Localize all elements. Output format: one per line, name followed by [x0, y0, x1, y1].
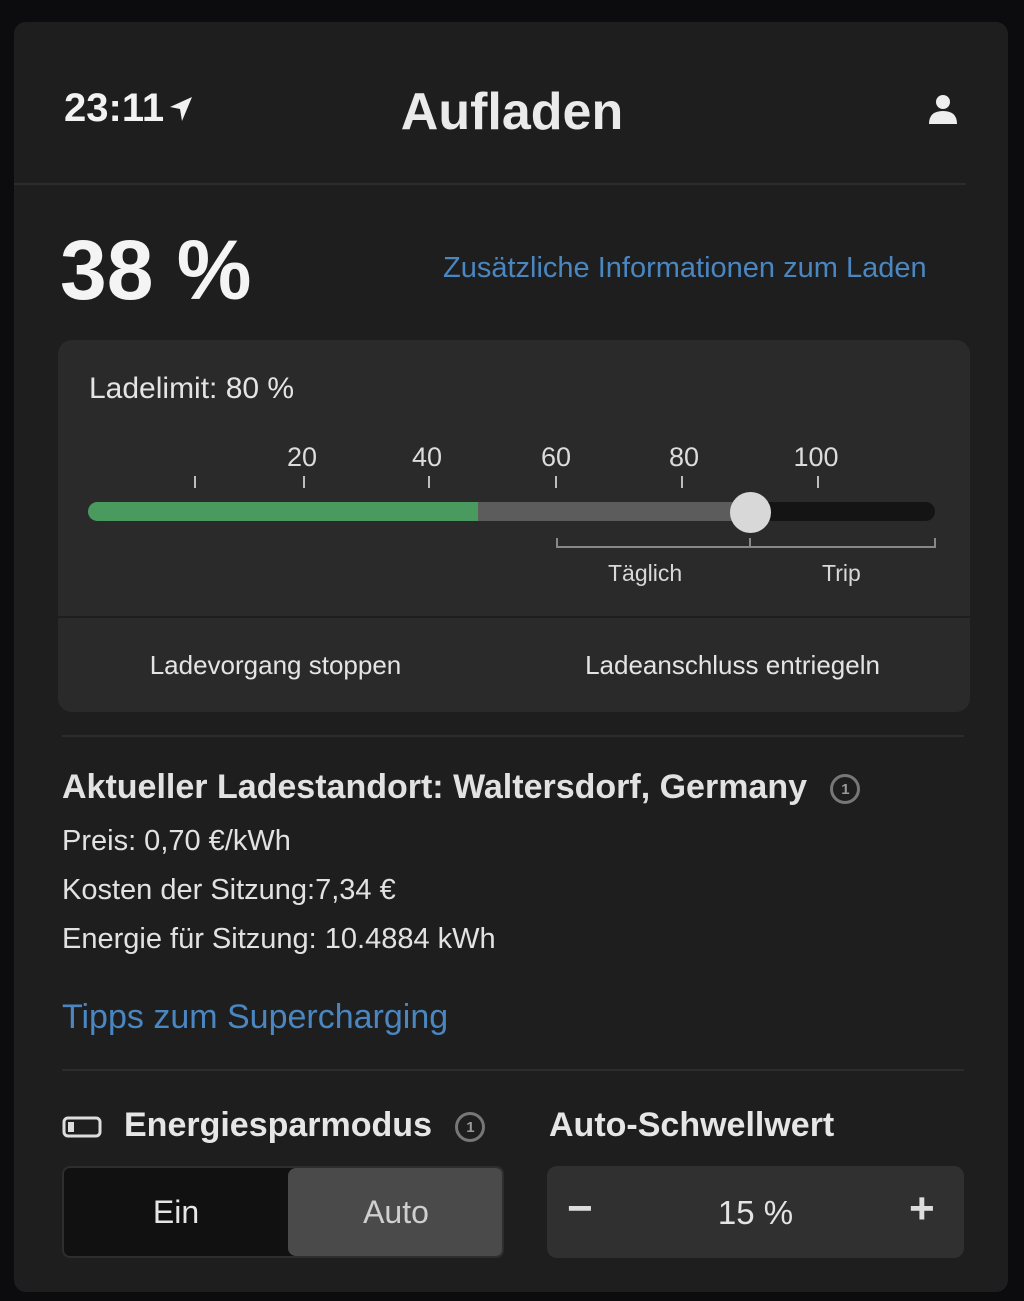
slider-tick [303, 476, 305, 488]
tick-label: 60 [540, 442, 572, 472]
tick-label: 20 [286, 442, 318, 472]
charged-fill [88, 502, 478, 521]
slider-tick [555, 476, 557, 488]
session-energy-text: Energie für Sitzung: 10.4884 kWh [62, 923, 496, 955]
user-icon[interactable] [926, 92, 960, 126]
slider-tick [817, 476, 819, 488]
info-icon[interactable]: 1 [830, 774, 861, 805]
stop-charging-button[interactable]: Ladevorgang stoppen [58, 618, 493, 712]
range-daily-label: Täglich [608, 560, 683, 586]
energy-saver-text: Energiesparmodus [124, 1106, 432, 1144]
option-auto[interactable]: Auto [288, 1168, 502, 1256]
charge-limit-slider[interactable] [88, 502, 935, 521]
slider-tick [681, 476, 683, 488]
supercharging-tips-link[interactable]: Tipps zum Supercharging [62, 998, 449, 1036]
unlock-port-button[interactable]: Ladeanschluss entriegeln [495, 618, 970, 712]
location-arrow-icon [170, 97, 193, 121]
slider-tick [428, 476, 430, 488]
more-charging-info-link[interactable]: Zusätzliche Informationen zum Laden [443, 252, 927, 284]
battery-icon [62, 1116, 102, 1138]
slider-tick [194, 476, 196, 488]
auto-threshold-label: Auto-Schwellwert [549, 1106, 835, 1144]
option-ein[interactable]: Ein [152, 1193, 200, 1230]
info-icon[interactable]: 1 [455, 1112, 486, 1143]
status-time: 23:11 [64, 86, 194, 131]
location-title: Aktueller Ladestandort: Waltersdorf, Ger… [62, 768, 861, 807]
price-text: Preis: 0,70 €/kWh [62, 825, 291, 857]
threshold-value: 15 % [717, 1194, 794, 1231]
energy-saver-toggle: Ein Auto [62, 1166, 504, 1258]
decrease-button[interactable]: − [567, 1184, 593, 1233]
threshold-stepper: − 15 % + [547, 1166, 964, 1258]
energy-saver-label: Energiesparmodus 1 [124, 1106, 486, 1145]
location-title-text: Aktueller Ladestandort: Waltersdorf, Ger… [62, 768, 808, 806]
page-title: Aufladen [400, 83, 624, 141]
tick-label: 100 [793, 442, 839, 472]
session-cost-text: Kosten der Sitzung:7,34 € [62, 874, 396, 906]
charge-limit-label: Ladelimit: 80 % [89, 372, 295, 405]
tick-label: 80 [668, 442, 700, 472]
slider-handle[interactable] [730, 492, 771, 533]
range-trip-label: Trip [822, 560, 861, 586]
battery-level: 38 % [60, 223, 252, 317]
increase-button[interactable]: + [909, 1184, 935, 1233]
range-divider [749, 538, 751, 548]
tick-label: 40 [411, 442, 443, 472]
range-bracket [556, 538, 936, 548]
time-text: 23:11 [64, 86, 165, 130]
